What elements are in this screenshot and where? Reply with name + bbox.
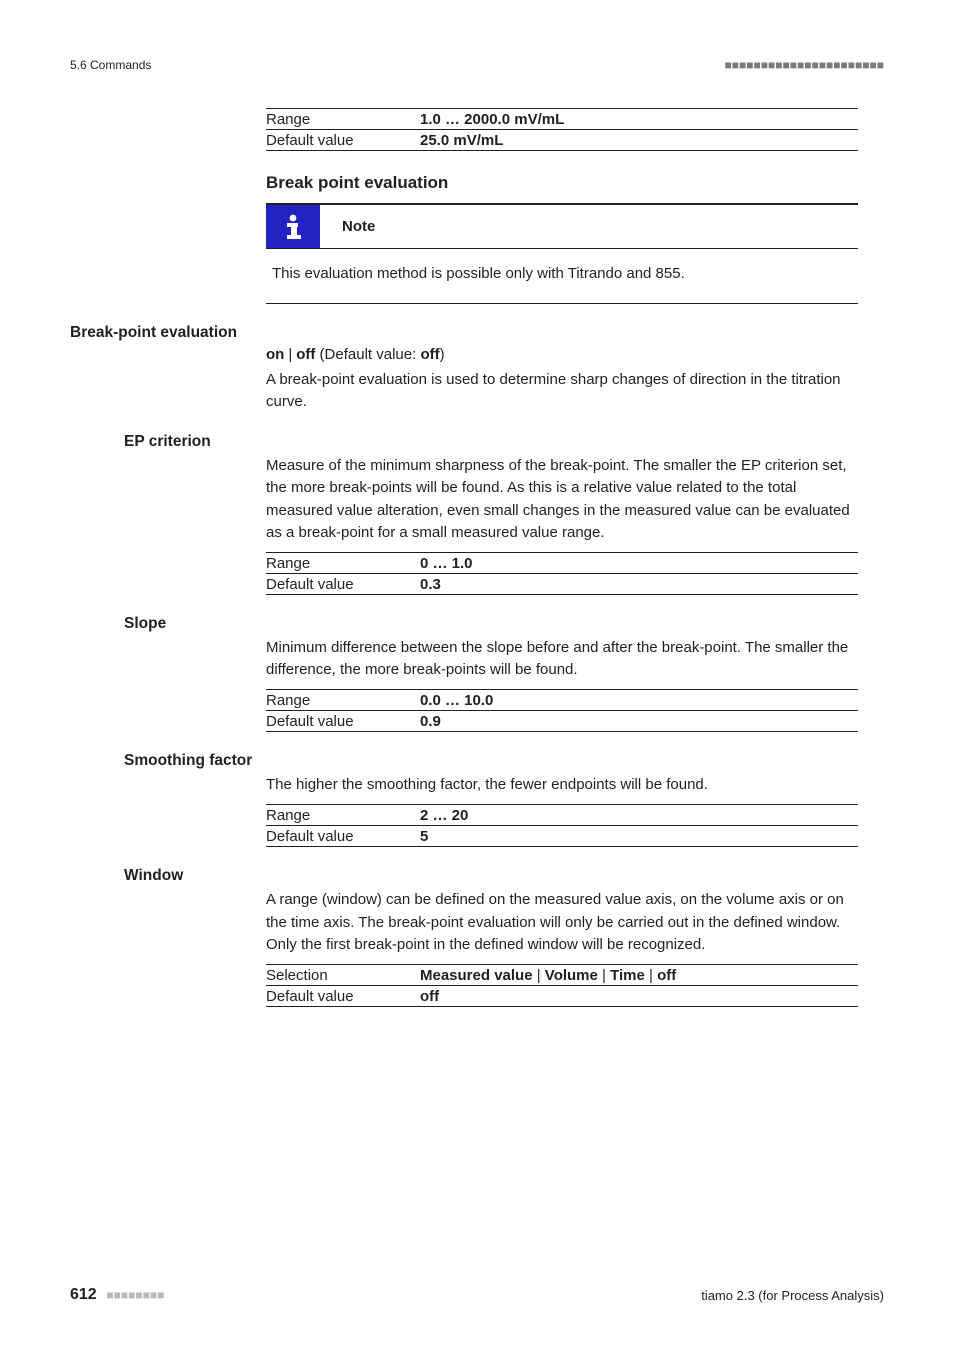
row-value: 0.3 <box>420 576 858 593</box>
window-block: A range (window) can be defined on the m… <box>266 889 858 1007</box>
table-row: Range 2 … 20 <box>266 804 858 825</box>
break-point-section: Break point evaluation Note This evaluat… <box>266 173 858 304</box>
row-value: off <box>420 988 858 1005</box>
row-label: Default value <box>266 713 420 730</box>
row-value: 0.9 <box>420 713 858 730</box>
note-head: Note <box>266 203 858 249</box>
table-row: Range 0 … 1.0 <box>266 552 858 573</box>
page-footer: 612 ■■■■■■■■ tiamo 2.3 (for Process Anal… <box>70 1286 884 1304</box>
footer-left: 612 ■■■■■■■■ <box>70 1286 164 1304</box>
section-heading-break-point: Break point evaluation <box>266 173 858 193</box>
param-window: Window <box>124 867 884 885</box>
row-label: Default value <box>266 988 420 1005</box>
note-box: Note This evaluation method is possible … <box>266 203 858 304</box>
option-sep: | <box>533 967 545 984</box>
sel-opt: Measured value <box>420 967 533 984</box>
row-value: 5 <box>420 828 858 845</box>
row-value: 25.0 mV/mL <box>420 132 858 149</box>
content: Range 1.0 … 2000.0 mV/mL Default value 2… <box>70 108 884 1007</box>
table-row: Selection Measured value | Volume | Time… <box>266 964 858 985</box>
footer-ticks: ■■■■■■■■ <box>106 1288 164 1302</box>
default-suffix: ) <box>440 346 445 363</box>
bp-eval-desc: A break-point evaluation is used to dete… <box>266 369 858 413</box>
ep-desc: Measure of the minimum sharpness of the … <box>266 455 858 544</box>
spacer <box>266 956 858 964</box>
spacer <box>266 681 858 689</box>
bp-eval-block: on|off (Default value: off) A break-poin… <box>266 346 858 413</box>
page-number: 612 <box>70 1286 97 1303</box>
row-value: 2 … 20 <box>420 807 858 824</box>
row-label: Range <box>266 555 420 572</box>
info-icon <box>266 205 320 248</box>
smoothing-desc: The higher the smoothing factor, the few… <box>266 774 858 796</box>
option-sep: | <box>284 346 296 363</box>
default-prefix: (Default value: <box>315 346 420 363</box>
row-label: Default value <box>266 828 420 845</box>
row-label: Default value <box>266 576 420 593</box>
param-break-point-evaluation: Break-point evaluation <box>70 324 884 342</box>
table-row: Default value off <box>266 985 858 1007</box>
table-row: Range 1.0 … 2000.0 mV/mL <box>266 108 858 129</box>
row-label: Default value <box>266 132 420 149</box>
sel-opt: off <box>657 967 676 984</box>
slope-desc: Minimum difference between the slope bef… <box>266 637 858 681</box>
footer-product: tiamo 2.3 (for Process Analysis) <box>701 1288 884 1303</box>
param-smoothing-factor: Smoothing factor <box>124 752 884 770</box>
smoothing-block: The higher the smoothing factor, the few… <box>266 774 858 847</box>
note-body: This evaluation method is possible only … <box>266 249 858 304</box>
ep-block: Measure of the minimum sharpness of the … <box>266 455 858 595</box>
spacer <box>266 544 858 552</box>
option-on: on <box>266 346 284 363</box>
slope-block: Minimum difference between the slope bef… <box>266 637 858 732</box>
window-desc: A range (window) can be defined on the m… <box>266 889 858 956</box>
row-value: 1.0 … 2000.0 mV/mL <box>420 111 858 128</box>
row-label: Selection <box>266 967 420 984</box>
table-row: Default value 5 <box>266 825 858 847</box>
sel-opt: Volume <box>545 967 598 984</box>
bp-eval-options: on|off (Default value: off) <box>266 346 858 363</box>
table-row: Default value 25.0 mV/mL <box>266 129 858 151</box>
param-slope: Slope <box>124 615 884 633</box>
table-row: Default value 0.3 <box>266 573 858 595</box>
row-value-selection: Measured value | Volume | Time | off <box>420 967 858 984</box>
option-off: off <box>296 346 315 363</box>
row-value: 0 … 1.0 <box>420 555 858 572</box>
option-sep: | <box>645 967 657 984</box>
table-row: Default value 0.9 <box>266 710 858 732</box>
header-ticks: ■■■■■■■■■■■■■■■■■■■■■■ <box>725 58 884 72</box>
page-header: 5.6 Commands ■■■■■■■■■■■■■■■■■■■■■■ <box>70 58 884 72</box>
default-value: off <box>420 346 439 363</box>
spacer <box>266 796 858 804</box>
param-ep-criterion: EP criterion <box>124 433 884 451</box>
header-section: 5.6 Commands <box>70 58 151 72</box>
row-label: Range <box>266 692 420 709</box>
sel-opt: Time <box>610 967 645 984</box>
row-label: Range <box>266 111 420 128</box>
table-row: Range 0.0 … 10.0 <box>266 689 858 710</box>
row-label: Range <box>266 807 420 824</box>
top-range-table: Range 1.0 … 2000.0 mV/mL Default value 2… <box>266 108 858 151</box>
row-value: 0.0 … 10.0 <box>420 692 858 709</box>
note-label: Note <box>320 205 858 248</box>
option-sep: | <box>598 967 610 984</box>
